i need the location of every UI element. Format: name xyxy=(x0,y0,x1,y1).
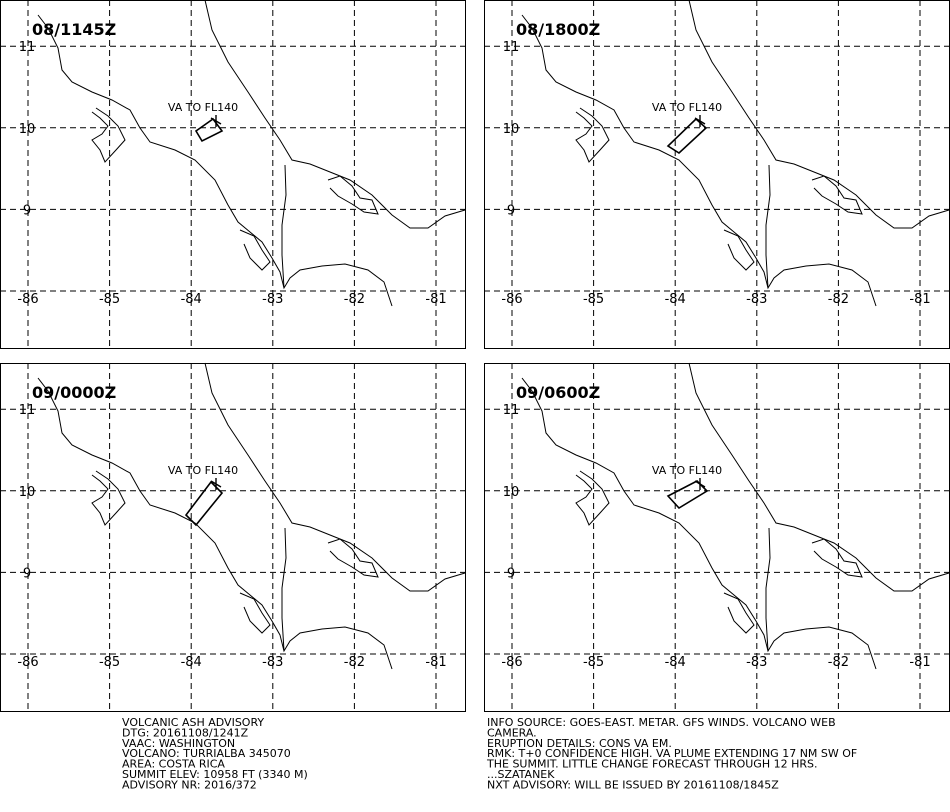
lon-label: -81 xyxy=(425,292,446,307)
panel-frame xyxy=(0,0,466,349)
panel-title: 08/1145Z xyxy=(32,20,116,39)
lat-label: 11 xyxy=(503,40,520,55)
lon-label: -81 xyxy=(909,655,930,670)
advisory-line: CAMERA. xyxy=(487,726,537,739)
panel-frame xyxy=(0,363,466,712)
advisory-line: VAAC: WASHINGTON xyxy=(122,737,235,750)
lat-label: 11 xyxy=(19,40,36,55)
lon-label: -86 xyxy=(501,655,522,670)
lon-label: -85 xyxy=(583,655,604,670)
advisory-line: ERUPTION DETAILS: CONS VA EM. xyxy=(487,737,672,750)
ash-plume xyxy=(666,480,709,510)
map-panel: -86 -85 -84 -83 -82 -81 9 10 1108/1145Z VA TO FL1… xyxy=(0,0,466,349)
advisory-line: VOLCANO: TURRIALBA 345070 xyxy=(122,747,291,760)
advisory-line: VOLCANIC ASH ADVISORY xyxy=(122,716,264,729)
lon-label: -82 xyxy=(828,292,849,307)
lon-label: -84 xyxy=(665,292,686,307)
ash-label: VA TO FL140 xyxy=(652,464,722,477)
lon-label: -84 xyxy=(181,292,202,307)
advisory-line: RMK: T+0 CONFIDENCE HIGH. VA PLUME EXTEN… xyxy=(487,747,857,760)
lon-label: -82 xyxy=(828,655,849,670)
lon-label: -84 xyxy=(665,655,686,670)
lat-label: 9 xyxy=(23,203,31,218)
lon-label: -81 xyxy=(909,292,930,307)
ash-plume xyxy=(184,480,224,527)
ash-label: VA TO FL140 xyxy=(168,464,238,477)
lon-label: -84 xyxy=(181,655,202,670)
advisory-line: THE SUMMIT. LITTLE CHANGE FORECAST THROU… xyxy=(486,758,817,771)
advisory-line: SUMMIT ELEV: 10958 FT (3340 M) xyxy=(122,768,308,781)
advisory-line: INFO SOURCE: GOES-EAST. METAR. GFS WINDS… xyxy=(487,716,836,729)
map-panel: -86 -85 -84 -83 -82 -81 9 10 1108/1800Z VA TO FL1… xyxy=(484,0,950,349)
lon-label: -86 xyxy=(501,292,522,307)
advisory-line: ADVISORY NR: 2016/372 xyxy=(122,778,257,791)
panel-title: 08/1800Z xyxy=(516,20,600,39)
lon-label: -83 xyxy=(746,292,767,307)
lon-label: -85 xyxy=(583,292,604,307)
advisory-line: ...SZATANEK xyxy=(487,768,555,781)
lon-label: -86 xyxy=(17,292,38,307)
lat-label: 10 xyxy=(503,122,520,137)
summit-marker xyxy=(210,478,222,490)
lat-label: 11 xyxy=(19,403,36,418)
summit-marker xyxy=(694,478,706,490)
lat-label: 10 xyxy=(19,485,36,500)
advisory-line: DTG: 20161108/1241Z xyxy=(122,726,249,739)
lat-label: 9 xyxy=(23,566,31,581)
summit-marker xyxy=(210,115,222,127)
lon-label: -81 xyxy=(425,655,446,670)
lon-label: -85 xyxy=(99,292,120,307)
lon-label: -83 xyxy=(262,292,283,307)
advisory-line: NXT ADVISORY: WILL BE ISSUED BY 20161108… xyxy=(487,778,779,791)
lon-label: -82 xyxy=(344,655,365,670)
lat-label: 11 xyxy=(503,403,520,418)
lat-label: 10 xyxy=(503,485,520,500)
panel-title: 09/0600Z xyxy=(516,383,600,402)
summit-marker xyxy=(694,115,706,127)
ash-plume xyxy=(666,117,708,155)
ash-label: VA TO FL140 xyxy=(168,101,238,114)
lon-label: -83 xyxy=(262,655,283,670)
panel-title: 09/0000Z xyxy=(32,383,116,402)
panel-frame xyxy=(484,0,950,349)
lon-label: -82 xyxy=(344,292,365,307)
lon-label: -86 xyxy=(17,655,38,670)
lon-label: -83 xyxy=(746,655,767,670)
panel-frame xyxy=(484,363,950,712)
lat-label: 9 xyxy=(507,566,515,581)
lat-label: 9 xyxy=(507,203,515,218)
lon-label: -85 xyxy=(99,655,120,670)
advisory-line: AREA: COSTA RICA xyxy=(122,758,225,771)
ash-plume xyxy=(194,117,224,143)
ash-label: VA TO FL140 xyxy=(652,101,722,114)
lat-label: 10 xyxy=(19,122,36,137)
